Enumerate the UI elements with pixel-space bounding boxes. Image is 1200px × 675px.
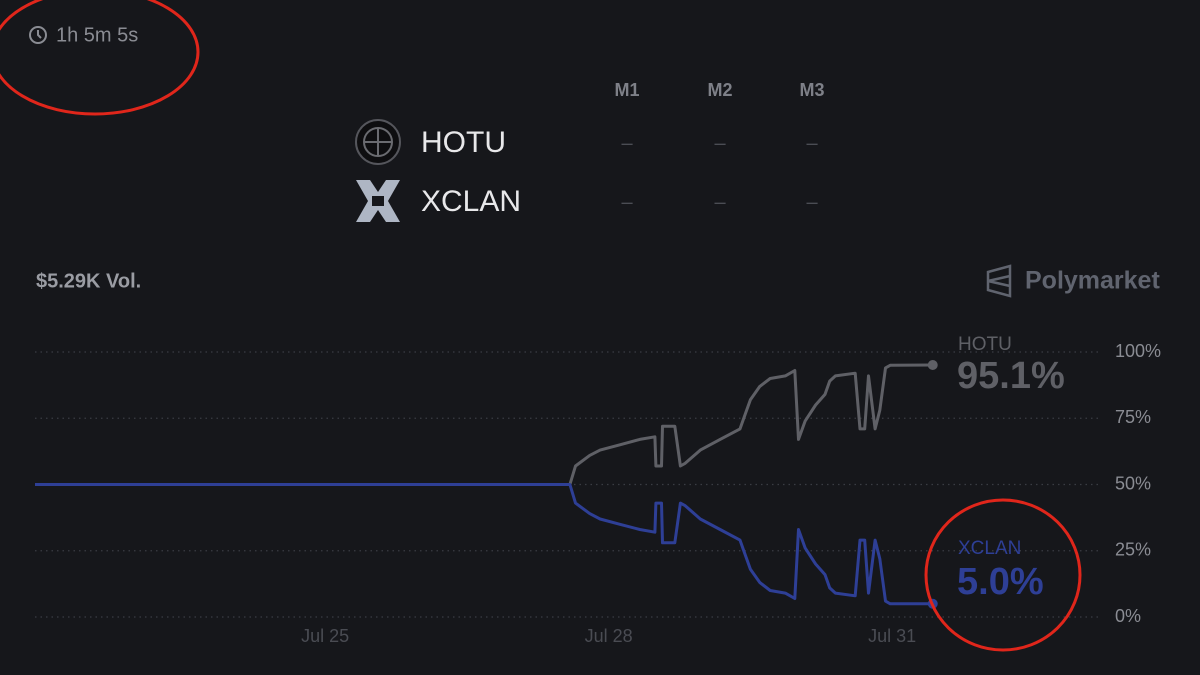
column-header: M2	[707, 80, 732, 100]
y-tick-label: 100%	[1115, 341, 1161, 361]
series-line	[35, 363, 933, 486]
clock-icon	[29, 26, 47, 44]
annotation-circle	[0, 0, 200, 116]
legend-label: HOTU	[958, 334, 1012, 355]
x-tick-label: Jul 31	[868, 626, 916, 646]
annotation-circle	[924, 498, 1082, 652]
value-label: 95.1%	[957, 355, 1065, 397]
y-tick-label: 50%	[1115, 473, 1151, 493]
score: –	[621, 191, 633, 213]
column-header: M3	[799, 80, 824, 100]
score: –	[806, 191, 818, 213]
volume: $5.29K Vol.	[36, 270, 141, 292]
brand: Polymarket	[1025, 267, 1160, 295]
end-point	[927, 359, 938, 370]
value-label: 5.0%	[957, 561, 1044, 603]
series-line	[35, 483, 933, 606]
y-tick-label: 0%	[1115, 606, 1141, 626]
team-logo	[356, 180, 400, 222]
team-logo	[355, 119, 401, 165]
x-tick-label: Jul 25	[301, 626, 349, 646]
team-name: XCLAN	[421, 185, 521, 218]
score: –	[714, 132, 726, 154]
score: –	[621, 132, 633, 154]
chart: 0% 25% 50% 75% 100% Jul 25 Jul 28 Jul 31 HOTU95.…	[35, 334, 1161, 646]
y-tick-label: 25%	[1115, 540, 1151, 560]
brand-logo	[986, 264, 1012, 298]
x-tick-label: Jul 28	[585, 626, 633, 646]
column-header: M1	[614, 80, 639, 100]
team-name: HOTU	[421, 126, 506, 159]
legend-label: XCLAN	[958, 538, 1021, 559]
score: –	[714, 191, 726, 213]
y-tick-label: 75%	[1115, 407, 1151, 427]
timer: 1h 5m 5s	[56, 24, 138, 46]
score: –	[806, 132, 818, 154]
